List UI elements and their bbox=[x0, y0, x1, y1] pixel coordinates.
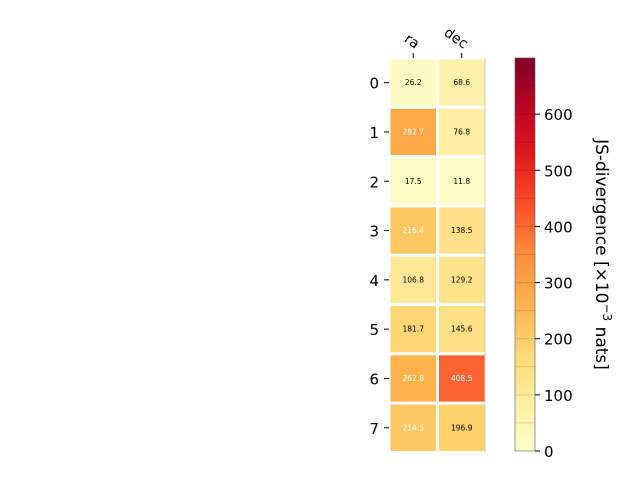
y-tick-label: 2 bbox=[369, 173, 379, 191]
cell-value-label: 76.8 bbox=[453, 127, 470, 136]
colorbar-label-main: JS-divergence [×10 bbox=[591, 138, 611, 303]
colorbar-tick-label: 100 bbox=[544, 387, 573, 405]
colorbar-gradient bbox=[514, 57, 536, 452]
x-tick-label: dec bbox=[441, 25, 471, 53]
cell-value-label: 138.5 bbox=[451, 226, 473, 235]
heatmap-cells: 26.2 68.6 282.7 76.8 17.5 11.8 216.4 138.5 106.8… bbox=[390, 58, 486, 453]
heatmap-cell bbox=[390, 404, 436, 451]
cell-value-label: 145.6 bbox=[451, 325, 473, 334]
cell-value-label: 282.7 bbox=[403, 127, 425, 136]
heatmap-cell bbox=[439, 158, 485, 205]
cell-value-label: 68.6 bbox=[453, 78, 470, 87]
colorbar-tick-label: 200 bbox=[544, 331, 573, 349]
heatmap-cell bbox=[390, 355, 436, 402]
y-tick-label: 6 bbox=[369, 370, 379, 388]
colorbar-label-suffix: nats] bbox=[591, 321, 611, 370]
heatmap-cell bbox=[439, 355, 485, 402]
y-tick-label: 4 bbox=[369, 272, 379, 290]
y-tick-label: 1 bbox=[369, 124, 379, 142]
y-axis-ticks: 0 1 2 3 4 5 6 7 bbox=[369, 75, 389, 438]
y-tick-label: 5 bbox=[369, 321, 379, 339]
heatmap-cell bbox=[390, 59, 436, 106]
cell-value-label: 214.5 bbox=[403, 423, 425, 432]
y-tick-label: 0 bbox=[369, 75, 379, 93]
heatmap-cell bbox=[439, 108, 485, 156]
heatmap-cell bbox=[390, 256, 436, 303]
x-axis-ticks: ra dec bbox=[401, 25, 471, 58]
heatmap-cell bbox=[439, 404, 485, 451]
colorbar-label-exponent: −3 bbox=[600, 303, 614, 321]
x-tick-label: ra bbox=[401, 31, 422, 52]
y-tick-label: 3 bbox=[369, 223, 379, 241]
cell-value-label: 106.8 bbox=[403, 275, 425, 284]
cell-value-label: 26.2 bbox=[405, 78, 422, 87]
heatmap-cell bbox=[439, 256, 485, 303]
colorbar: 0 100 200 300 400 500 600 JS-divergence [×10−3… bbox=[514, 57, 614, 461]
colorbar-tick-label: 0 bbox=[544, 443, 554, 461]
heatmap-cell bbox=[439, 306, 485, 353]
cell-value-label: 262.8 bbox=[403, 374, 425, 383]
heatmap-cell bbox=[439, 207, 485, 254]
colorbar-level-lines bbox=[515, 85, 535, 424]
heatmap-cell bbox=[390, 108, 436, 156]
cell-value-label: 129.2 bbox=[451, 275, 473, 284]
cell-value-label: 181.7 bbox=[403, 325, 425, 334]
y-tick-label: 7 bbox=[369, 420, 379, 438]
cell-value-label: 216.4 bbox=[403, 226, 425, 235]
cell-value-label: 11.8 bbox=[453, 177, 470, 186]
cell-value-label: 408.5 bbox=[451, 374, 473, 383]
colorbar-tick-label: 500 bbox=[544, 162, 573, 180]
heatmap-cell bbox=[439, 59, 485, 106]
heatmap-cell bbox=[390, 207, 436, 254]
colorbar-label: JS-divergence [×10−3 nats] bbox=[591, 138, 614, 370]
colorbar-tick-label: 400 bbox=[544, 218, 573, 236]
cell-value-label: 17.5 bbox=[405, 177, 422, 186]
heatmap-cell bbox=[390, 158, 436, 205]
heatmap-cell bbox=[390, 306, 436, 353]
cell-value-label: 196.9 bbox=[451, 423, 473, 432]
colorbar-ticks: 0 100 200 300 400 500 600 bbox=[535, 106, 573, 461]
colorbar-tick-label: 300 bbox=[544, 275, 573, 293]
colorbar-tick-label: 600 bbox=[544, 106, 573, 124]
